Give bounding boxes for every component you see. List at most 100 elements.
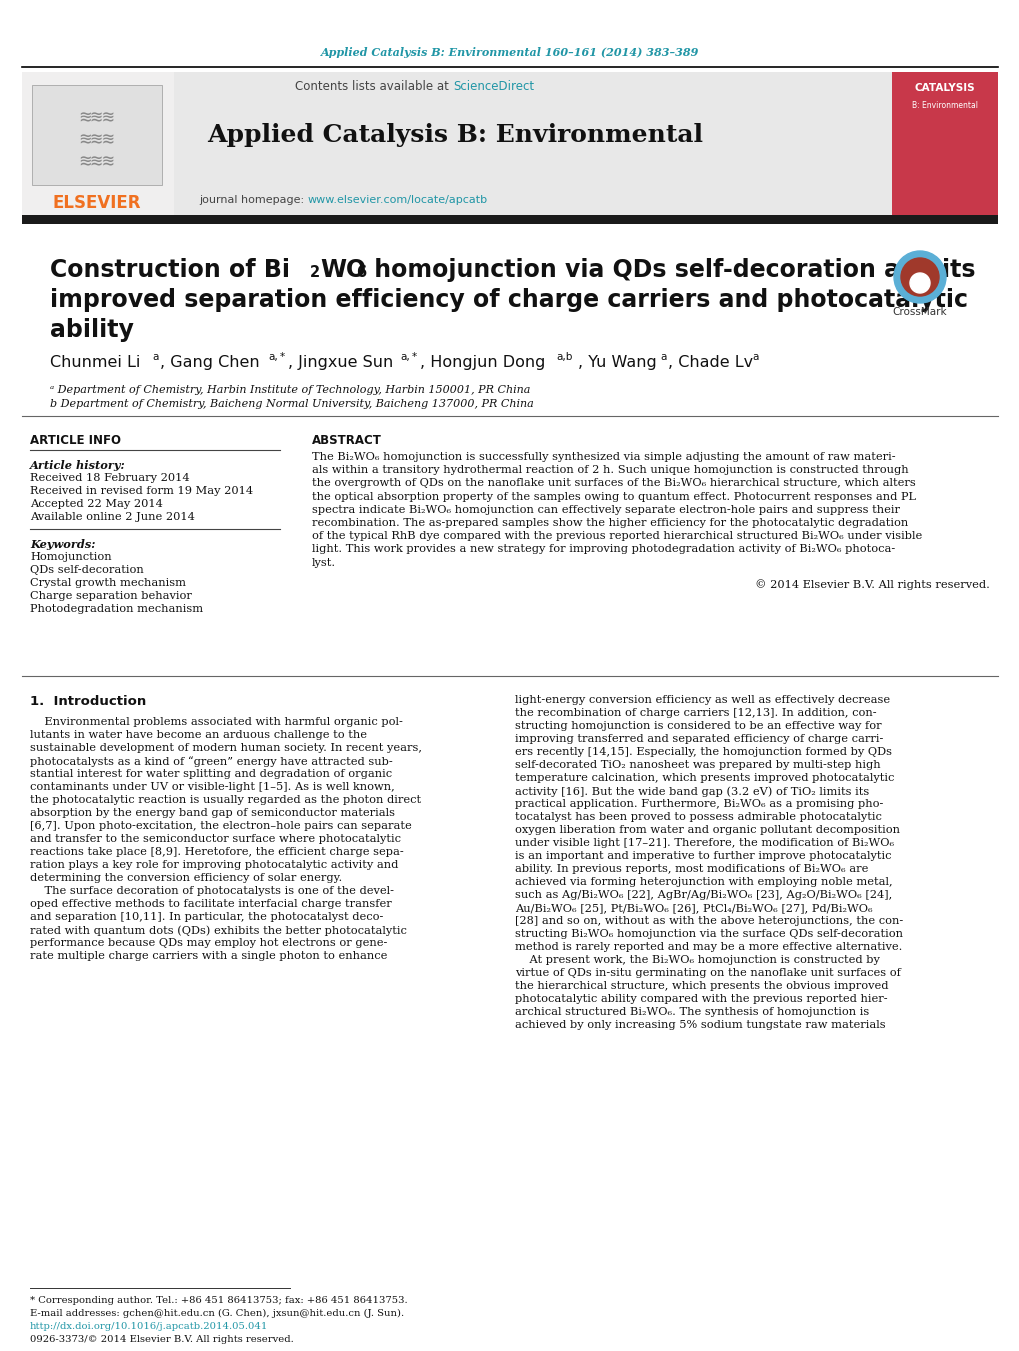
Text: structing homojunction is considered to be an effective way for: structing homojunction is considered to … xyxy=(515,721,880,731)
Text: 0926-3373/© 2014 Elsevier B.V. All rights reserved.: 0926-3373/© 2014 Elsevier B.V. All right… xyxy=(30,1335,293,1344)
Text: is an important and imperative to further improve photocatalytic: is an important and imperative to furthe… xyxy=(515,851,891,861)
Text: ABSTRACT: ABSTRACT xyxy=(312,434,381,447)
Text: Available online 2 June 2014: Available online 2 June 2014 xyxy=(30,512,195,521)
Text: improving transferred and separated efficiency of charge carri-: improving transferred and separated effi… xyxy=(515,734,882,744)
Text: the optical absorption property of the samples owing to quantum effect. Photocur: the optical absorption property of the s… xyxy=(312,492,915,501)
Text: the overgrowth of QDs on the nanoflake unit surfaces of the Bi₂WO₆ hierarchical : the overgrowth of QDs on the nanoflake u… xyxy=(312,478,915,489)
Text: a: a xyxy=(751,353,758,362)
Text: performance because QDs may employ hot electrons or gene-: performance because QDs may employ hot e… xyxy=(30,938,387,948)
Text: journal homepage:: journal homepage: xyxy=(199,195,308,205)
Text: Homojunction: Homojunction xyxy=(30,553,111,562)
FancyBboxPatch shape xyxy=(22,215,997,224)
Text: recombination. The as-prepared samples show the higher efficiency for the photoc: recombination. The as-prepared samples s… xyxy=(312,517,907,528)
Text: Received 18 February 2014: Received 18 February 2014 xyxy=(30,473,190,484)
Text: The surface decoration of photocatalysts is one of the devel-: The surface decoration of photocatalysts… xyxy=(30,886,393,896)
Text: oxygen liberation from water and organic pollutant decomposition: oxygen liberation from water and organic… xyxy=(515,825,899,835)
Text: under visible light [17–21]. Therefore, the modification of Bi₂WO₆: under visible light [17–21]. Therefore, … xyxy=(515,838,894,848)
Text: sustainable development of modern human society. In recent years,: sustainable development of modern human … xyxy=(30,743,422,753)
Text: lyst.: lyst. xyxy=(312,558,336,567)
Text: At present work, the Bi₂WO₆ homojunction is constructed by: At present work, the Bi₂WO₆ homojunction… xyxy=(515,955,879,965)
Text: the recombination of charge carriers [12,13]. In addition, con-: the recombination of charge carriers [12… xyxy=(515,708,875,717)
Circle shape xyxy=(900,258,938,296)
Text: Photodegradation mechanism: Photodegradation mechanism xyxy=(30,604,203,613)
Text: Environmental problems associated with harmful organic pol-: Environmental problems associated with h… xyxy=(30,717,403,727)
Text: the hierarchical structure, which presents the obvious improved: the hierarchical structure, which presen… xyxy=(515,981,888,992)
Text: Received in revised form 19 May 2014: Received in revised form 19 May 2014 xyxy=(30,486,253,496)
Text: ≋≋≋
≋≋≋
≋≋≋: ≋≋≋ ≋≋≋ ≋≋≋ xyxy=(79,108,114,172)
Text: Chunmei Li: Chunmei Li xyxy=(50,355,141,370)
Text: E-mail addresses: gchen@hit.edu.cn (G. Chen), jxsun@hit.edu.cn (J. Sun).: E-mail addresses: gchen@hit.edu.cn (G. C… xyxy=(30,1309,404,1319)
Text: , Hongjun Dong: , Hongjun Dong xyxy=(420,355,545,370)
Circle shape xyxy=(909,273,929,293)
Text: a: a xyxy=(152,353,158,362)
Text: , Chade Lv: , Chade Lv xyxy=(667,355,752,370)
Text: rate multiple charge carriers with a single photon to enhance: rate multiple charge carriers with a sin… xyxy=(30,951,387,961)
Text: ers recently [14,15]. Especially, the homojunction formed by QDs: ers recently [14,15]. Especially, the ho… xyxy=(515,747,892,757)
Text: rated with quantum dots (QDs) exhibits the better photocatalytic: rated with quantum dots (QDs) exhibits t… xyxy=(30,925,407,935)
Text: tocatalyst has been proved to possess admirable photocatalytic: tocatalyst has been proved to possess ad… xyxy=(515,812,881,821)
Text: Au/Bi₂WO₆ [25], Pt/Bi₂WO₆ [26], PtCl₄/Bi₂WO₆ [27], Pd/Bi₂WO₆: Au/Bi₂WO₆ [25], Pt/Bi₂WO₆ [26], PtCl₄/Bi… xyxy=(515,902,872,913)
Text: self-decorated TiO₂ nanosheet was prepared by multi-step high: self-decorated TiO₂ nanosheet was prepar… xyxy=(515,761,879,770)
Text: [6,7]. Upon photo-excitation, the electron–hole pairs can separate: [6,7]. Upon photo-excitation, the electr… xyxy=(30,821,412,831)
Text: light. This work provides a new strategy for improving photodegradation activity: light. This work provides a new strategy… xyxy=(312,544,895,554)
Text: ability. In previous reports, most modifications of Bi₂WO₆ are: ability. In previous reports, most modif… xyxy=(515,865,867,874)
Text: ability: ability xyxy=(50,317,133,342)
Text: CrossMark: CrossMark xyxy=(892,307,947,317)
Text: photocatalysts as a kind of “green” energy have attracted sub-: photocatalysts as a kind of “green” ener… xyxy=(30,757,392,767)
Text: the photocatalytic reaction is usually regarded as the photon direct: the photocatalytic reaction is usually r… xyxy=(30,794,421,805)
Text: QDs self-decoration: QDs self-decoration xyxy=(30,565,144,576)
Text: homojunction via QDs self-decoration and its: homojunction via QDs self-decoration and… xyxy=(366,258,974,282)
Text: oped effective methods to facilitate interfacial charge transfer: oped effective methods to facilitate int… xyxy=(30,898,391,909)
Text: b Department of Chemistry, Baicheng Normal University, Baicheng 137000, PR China: b Department of Chemistry, Baicheng Norm… xyxy=(50,399,533,409)
Text: WO: WO xyxy=(320,258,366,282)
Text: Accepted 22 May 2014: Accepted 22 May 2014 xyxy=(30,499,163,509)
Text: The Bi₂WO₆ homojunction is successfully synthesized via simple adjusting the amo: The Bi₂WO₆ homojunction is successfully … xyxy=(312,453,895,462)
Text: als within a transitory hydrothermal reaction of 2 h. Such unique homojunction i: als within a transitory hydrothermal rea… xyxy=(312,465,908,476)
Text: photocatalytic ability compared with the previous reported hier-: photocatalytic ability compared with the… xyxy=(515,994,887,1004)
Text: reactions take place [8,9]. Heretofore, the efficient charge sepa-: reactions take place [8,9]. Heretofore, … xyxy=(30,847,404,857)
Text: a,: a, xyxy=(268,353,277,362)
Text: Contents lists available at: Contents lists available at xyxy=(296,80,452,92)
Text: [28] and so on, without as with the above heterojunctions, the con-: [28] and so on, without as with the abov… xyxy=(515,916,903,925)
Text: light-energy conversion efficiency as well as effectively decrease: light-energy conversion efficiency as we… xyxy=(515,694,890,705)
Text: a,: a, xyxy=(399,353,410,362)
Text: Article history:: Article history: xyxy=(30,459,125,471)
Text: www.elsevier.com/locate/apcatb: www.elsevier.com/locate/apcatb xyxy=(308,195,488,205)
Text: Applied Catalysis B: Environmental 160–161 (2014) 383–389: Applied Catalysis B: Environmental 160–1… xyxy=(321,46,698,58)
Text: *: * xyxy=(412,353,417,362)
FancyBboxPatch shape xyxy=(892,72,997,215)
Text: , Yu Wang: , Yu Wang xyxy=(578,355,656,370)
Text: Keywords:: Keywords: xyxy=(30,539,96,550)
Text: , Gang Chen: , Gang Chen xyxy=(160,355,260,370)
Text: * Corresponding author. Tel.: +86 451 86413753; fax: +86 451 86413753.: * Corresponding author. Tel.: +86 451 86… xyxy=(30,1296,408,1305)
Text: © 2014 Elsevier B.V. All rights reserved.: © 2014 Elsevier B.V. All rights reserved… xyxy=(754,578,989,589)
Text: CATALYSIS: CATALYSIS xyxy=(914,82,974,93)
FancyBboxPatch shape xyxy=(32,85,162,185)
Text: ScienceDirect: ScienceDirect xyxy=(452,80,534,92)
Text: a,b: a,b xyxy=(555,353,572,362)
Text: ᵃ Department of Chemistry, Harbin Institute of Technology, Harbin 150001, PR Chi: ᵃ Department of Chemistry, Harbin Instit… xyxy=(50,385,530,394)
Text: achieved via forming heterojunction with employing noble metal,: achieved via forming heterojunction with… xyxy=(515,877,892,888)
Text: absorption by the energy band gap of semiconductor materials: absorption by the energy band gap of sem… xyxy=(30,808,394,817)
Circle shape xyxy=(893,251,945,303)
Text: stantial interest for water splitting and degradation of organic: stantial interest for water splitting an… xyxy=(30,769,391,780)
Text: Crystal growth mechanism: Crystal growth mechanism xyxy=(30,578,185,588)
Text: spectra indicate Bi₂WO₆ homojunction can effectively separate electron-hole pair: spectra indicate Bi₂WO₆ homojunction can… xyxy=(312,505,899,515)
Text: temperature calcination, which presents improved photocatalytic: temperature calcination, which presents … xyxy=(515,773,894,784)
Text: contaminants under UV or visible-light [1–5]. As is well known,: contaminants under UV or visible-light [… xyxy=(30,782,394,792)
Text: 1.  Introduction: 1. Introduction xyxy=(30,694,146,708)
Text: a: a xyxy=(659,353,665,362)
Text: archical structured Bi₂WO₆. The synthesis of homojunction is: archical structured Bi₂WO₆. The synthesi… xyxy=(515,1006,868,1017)
Text: 6: 6 xyxy=(356,265,366,280)
Text: and separation [10,11]. In particular, the photocatalyst deco-: and separation [10,11]. In particular, t… xyxy=(30,912,383,921)
Text: structing Bi₂WO₆ homojunction via the surface QDs self-decoration: structing Bi₂WO₆ homojunction via the su… xyxy=(515,929,902,939)
Text: of the typical RhB dye compared with the previous reported hierarchical structur: of the typical RhB dye compared with the… xyxy=(312,531,921,542)
Text: achieved by only increasing 5% sodium tungstate raw materials: achieved by only increasing 5% sodium tu… xyxy=(515,1020,884,1029)
Text: and transfer to the semiconductor surface where photocatalytic: and transfer to the semiconductor surfac… xyxy=(30,834,400,844)
Text: improved separation efficiency of charge carriers and photocatalytic: improved separation efficiency of charge… xyxy=(50,288,967,312)
Text: B: Environmental: B: Environmental xyxy=(911,100,977,109)
Text: 2: 2 xyxy=(310,265,320,280)
Text: ELSEVIER: ELSEVIER xyxy=(53,195,141,212)
Text: ARTICLE INFO: ARTICLE INFO xyxy=(30,434,121,447)
Text: , Jingxue Sun: , Jingxue Sun xyxy=(287,355,393,370)
